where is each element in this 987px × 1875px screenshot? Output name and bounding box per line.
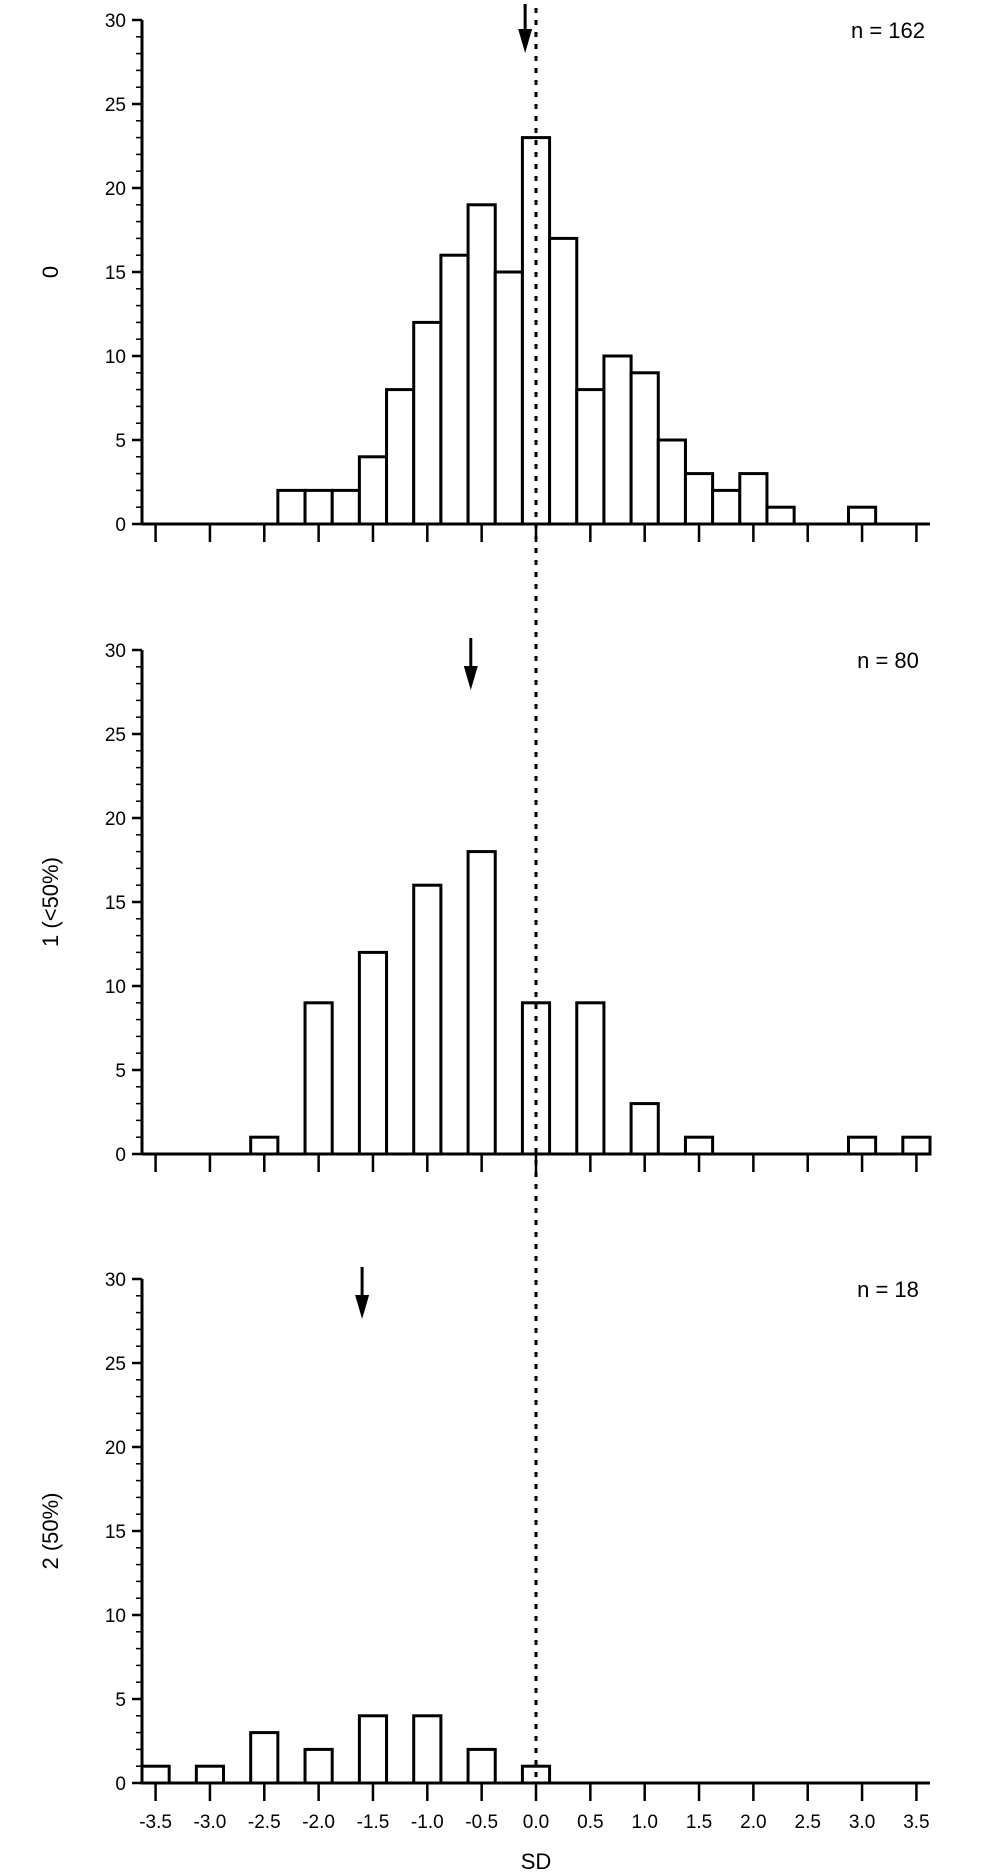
y-tick-label-1-3: 15: [105, 893, 126, 914]
y-tick-label-1-5: 25: [105, 725, 126, 746]
bar-1-1: [303, 1001, 334, 1156]
bar-0-0: [276, 488, 307, 526]
bar-0-5: [412, 320, 443, 526]
n-label-0: n = 162: [851, 18, 925, 43]
bar-1-4: [466, 850, 497, 1156]
n-label-1: n = 80: [857, 648, 919, 673]
bar-1-9: [846, 1135, 878, 1156]
x-axis-label: SD: [521, 1849, 552, 1874]
bar-0-17: [738, 472, 769, 526]
x-tick-label-11: 2.0: [740, 1812, 766, 1833]
mean-arrow-head-0: [518, 29, 533, 53]
y-tick-label-1-1: 5: [115, 1061, 126, 1082]
bar-0-3: [357, 455, 389, 526]
bar-2-5: [412, 1714, 443, 1785]
x-tick-label-1: -3.0: [194, 1812, 227, 1833]
y-tick-label-2-3: 15: [105, 1522, 126, 1543]
x-tick-label-9: 1.0: [631, 1812, 657, 1833]
y-tick-label-1-4: 20: [105, 809, 126, 830]
y-axis-label-1: 1 (<50%): [38, 857, 63, 947]
x-tick-label-3: -2.0: [302, 1812, 335, 1833]
bar-0-7: [466, 203, 497, 526]
bar-0-4: [385, 388, 416, 526]
panel-1: 0 5 10 15 20 25 30 1 (<50%) n = 80: [38, 638, 932, 1172]
x-tick-label-5: -1.0: [411, 1812, 444, 1833]
mean-arrow-head-1: [463, 666, 478, 690]
bar-2-1: [194, 1764, 226, 1785]
x-tick-label-13: 3.0: [849, 1812, 875, 1833]
bar-0-14: [656, 438, 687, 526]
x-tick-label-7: 0.0: [523, 1812, 549, 1833]
bar-0-12: [602, 354, 633, 526]
n-label-2: n = 18: [857, 1277, 919, 1302]
y-tick-label-0-1: 5: [115, 431, 126, 452]
y-tick-label-2-1: 5: [115, 1690, 126, 1711]
y-tick-label-1-6: 30: [105, 641, 126, 662]
bar-1-0: [249, 1135, 280, 1156]
bar-2-4: [357, 1714, 389, 1785]
y-tick-label-0-5: 25: [105, 95, 126, 116]
x-tick-labels: -3.5 -3.0 -2.5 -2.0 -1.5 -1.0 -0.5 0.0 0.5 1.0 1.5…: [139, 1812, 929, 1833]
y-tick-label-1-0: 0: [115, 1145, 126, 1166]
x-tick-label-6: -0.5: [465, 1812, 498, 1833]
bar-1-3: [412, 883, 443, 1156]
bar-1-8: [683, 1135, 715, 1156]
x-tick-label-4: -1.5: [357, 1812, 390, 1833]
y-tick-label-1-2: 10: [105, 977, 126, 998]
panel-0: 0 5 10 15 20 25 30 0 n = 162: [38, 4, 930, 542]
bar-0-13: [629, 371, 660, 526]
y-tick-label-0-0: 0: [115, 515, 126, 536]
bar-0-6: [439, 253, 470, 526]
bar-2-6: [466, 1747, 497, 1785]
x-tick-label-12: 2.5: [795, 1812, 821, 1833]
bar-0-2: [330, 488, 361, 526]
x-tick-label-2: -2.5: [248, 1812, 281, 1833]
y-tick-label-2-5: 25: [105, 1354, 126, 1375]
mean-arrow-head-2: [355, 1295, 370, 1319]
panel-2: 0 5 10 15 20 25 30 2 (50%) n = 18: [38, 1267, 930, 1801]
bar-1-2: [357, 950, 389, 1156]
y-tick-label-2-6: 30: [105, 1270, 126, 1291]
bar-0-19: [846, 505, 878, 526]
y-axis-label-2: 2 (50%): [38, 1492, 63, 1569]
bar-0-10: [548, 236, 579, 526]
bar-1-10: [901, 1135, 932, 1156]
bar-2-0: [140, 1764, 171, 1785]
x-tick-label-0: -3.5: [139, 1812, 172, 1833]
y-tick-label-0-6: 30: [105, 11, 126, 32]
y-axis-label-0: 0: [38, 266, 63, 278]
bar-1-6: [575, 1001, 606, 1156]
x-tick-label-14: 3.5: [903, 1812, 929, 1833]
panels: 0 5 10 15 20 25 30 0 n = 162 0 5 10 15 20 25 30 1 (<50%)…: [38, 4, 932, 1801]
bar-0-8: [493, 270, 524, 526]
bar-2-2: [249, 1731, 280, 1785]
x-tick-label-8: 0.5: [577, 1812, 603, 1833]
bar-2-3: [303, 1747, 334, 1785]
bar-0-15: [683, 472, 715, 526]
y-tick-label-0-3: 15: [105, 263, 126, 284]
y-tick-label-2-2: 10: [105, 1606, 126, 1627]
bar-0-16: [711, 488, 742, 526]
bar-0-1: [303, 488, 334, 526]
bar-0-18: [765, 505, 796, 526]
y-tick-label-0-2: 10: [105, 347, 126, 368]
y-tick-label-2-4: 20: [105, 1438, 126, 1459]
x-tick-label-10: 1.5: [686, 1812, 712, 1833]
y-tick-label-0-4: 20: [105, 179, 126, 200]
y-tick-label-2-0: 0: [115, 1774, 126, 1795]
bar-1-7: [629, 1102, 660, 1156]
bar-0-11: [575, 388, 606, 526]
